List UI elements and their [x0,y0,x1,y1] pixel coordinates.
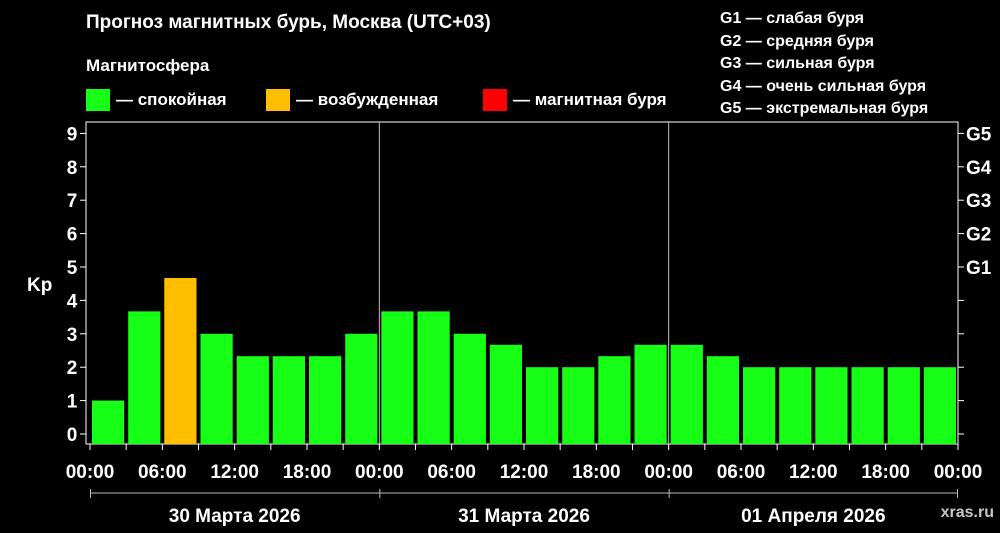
x-tick-label: 00:00 [644,462,693,483]
legend-swatch-excited [266,89,290,111]
kp-bar [128,311,161,444]
storm-axis-label: G5 [966,124,992,145]
x-tick-label: 00:00 [355,462,404,483]
kp-bar [634,344,667,444]
y-tick-label: 8 [67,158,78,179]
legend-swatch-storm [483,89,507,111]
kp-bar [345,333,378,444]
storm-level-g4: G4 — очень сильная буря [720,77,927,95]
x-tick-label: 18:00 [572,462,621,483]
kp-bar [453,333,486,444]
storm-level-g3: G3 — сильная буря [720,55,875,72]
storm-level-g1: G1 — слабая буря [720,10,865,27]
y-axis-label: Kp [27,275,52,296]
legend-title: Магнитосфера [86,56,210,75]
storm-axis-label: G1 [966,258,992,279]
kp-bar [923,367,956,444]
x-tick-label: 06:00 [138,462,187,483]
kp-bar [743,367,776,444]
kp-bar [562,367,595,444]
y-tick-label: 3 [67,325,78,346]
chart-title: Прогноз магнитных бурь, Москва (UTC+03) [86,12,491,33]
kp-bar [706,356,739,444]
y-tick-label: 6 [67,225,78,246]
day-label: 30 Марта 2026 [169,506,301,527]
x-tick-label: 12:00 [789,462,838,483]
x-tick-label: 12:00 [500,462,549,483]
day-label: 01 Апреля 2026 [741,506,886,527]
x-tick-label: 06:00 [717,462,766,483]
y-tick-label: 7 [67,191,78,212]
storm-axis-label: G3 [966,191,991,212]
legend-label-excited: — возбужденная [296,90,439,109]
storm-level-g5: G5 — экстремальная буря [720,100,929,117]
x-tick-label: 18:00 [283,462,332,483]
y-tick-label: 2 [67,358,78,379]
kp-bar [200,333,233,444]
kp-bar [272,356,305,444]
legend-item-quiet: — спокойная [86,89,227,111]
kp-bar [526,367,559,444]
kp-bar [164,278,197,444]
y-tick-label: 4 [67,291,78,312]
legend-item-excited: — возбужденная [266,89,438,111]
y-tick-label: 1 [67,392,78,413]
legend-label-storm: — магнитная буря [513,90,667,109]
x-tick-label: 00:00 [66,462,115,483]
storm-axis-label: G2 [966,225,991,246]
legend-label-quiet: — спокойная [116,90,227,109]
kp-bar [887,367,920,444]
x-tick-label: 00:00 [934,462,983,483]
legend-swatch-quiet [86,89,110,111]
storm-levels-list: G1 — слабая буря G2 — средняя буря G3 — … [720,8,928,121]
day-label: 31 Марта 2026 [458,506,590,527]
kp-bar [815,367,848,444]
kp-bar [236,356,269,444]
x-tick-label: 18:00 [861,462,910,483]
kp-bar [851,367,884,444]
y-tick-label: 5 [67,258,78,279]
x-tick-label: 12:00 [210,462,259,483]
kp-bar [381,311,414,444]
x-tick-label: 06:00 [427,462,476,483]
watermark: xras.ru [940,504,994,521]
kp-bar [92,400,125,444]
kp-bar [779,367,812,444]
kp-bar [489,344,522,444]
storm-level-g2: G2 — средняя буря [720,32,874,50]
kp-bar [598,356,631,444]
kp-bar [309,356,342,444]
y-tick-label: 0 [67,425,78,446]
kp-bar [417,311,450,444]
storm-axis-label: G4 [966,158,992,179]
legend-item-storm: — магнитная буря [483,89,667,111]
kp-bar [670,344,703,444]
y-tick-label: 9 [67,124,78,145]
